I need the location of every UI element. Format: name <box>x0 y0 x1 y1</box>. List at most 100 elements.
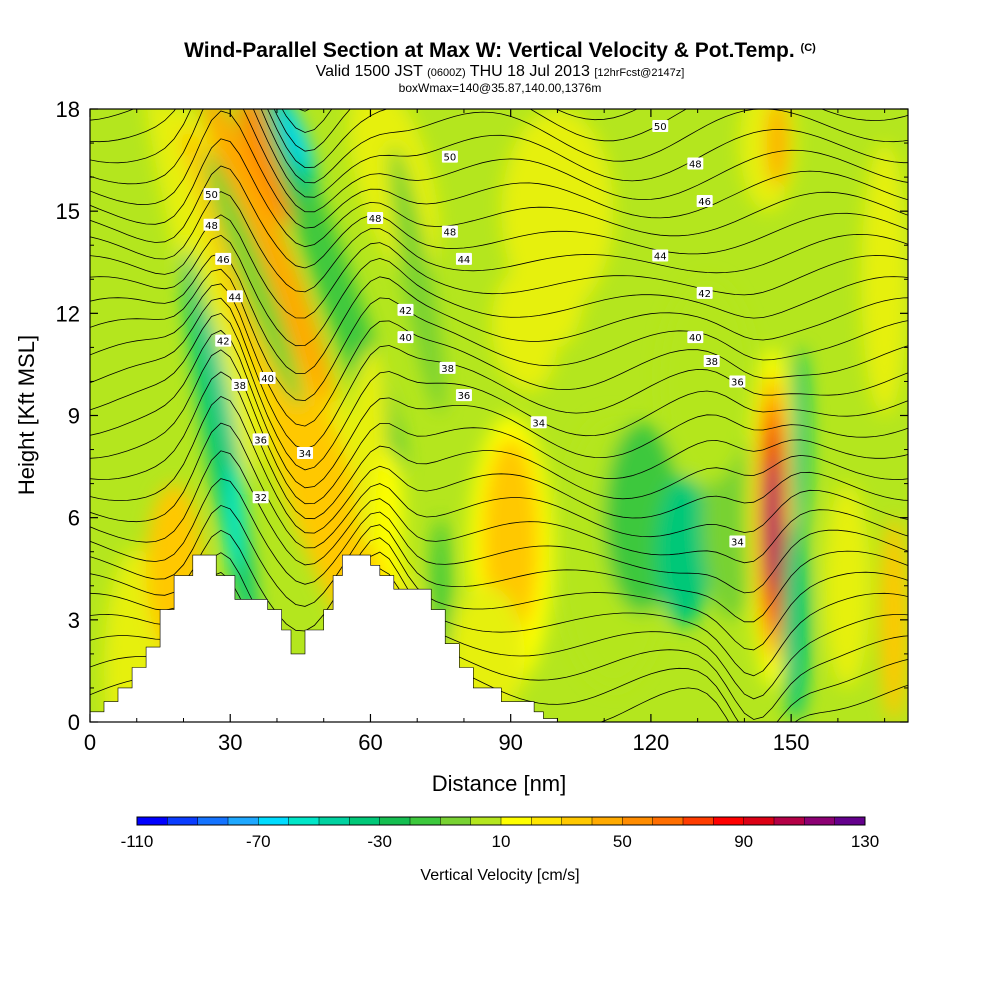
isentrope-line-21 <box>90 191 908 293</box>
isentrope-line-33 <box>90 0 913 61</box>
contour-label-text: 34 <box>731 538 744 549</box>
contour-label-text: 42 <box>217 337 230 348</box>
contour-label-9: 32 <box>252 491 269 504</box>
contour-label-text: 36 <box>458 391 471 402</box>
colorbar-swatch-19 <box>713 817 745 825</box>
isentrope-line-25 <box>90 109 908 213</box>
colorbar-swatch-0 <box>137 817 168 825</box>
contour-label-text: 48 <box>205 221 218 232</box>
isentrope-line-12 <box>90 349 908 505</box>
contour-label-text: 38 <box>705 357 718 368</box>
contour-label-10: 50 <box>441 150 458 164</box>
y-tick-label-2: 6 <box>68 506 80 531</box>
colorbar-swatch-14 <box>561 817 593 825</box>
contour-label-text: 34 <box>299 449 312 460</box>
colorbar-swatch-10 <box>440 817 472 825</box>
contour-label-19: 50 <box>652 120 669 133</box>
velocity-cell-40 <box>823 483 871 688</box>
velocity-cell-8 <box>205 151 303 408</box>
contour-label-25: 38 <box>703 355 720 368</box>
isentrope-line-10 <box>90 396 908 534</box>
contour-label-text: 34 <box>532 418 545 429</box>
contour-label-text: 50 <box>205 190 218 201</box>
colorbar-swatch-9 <box>410 817 441 825</box>
colorbar-swatch-1 <box>167 817 199 825</box>
isentrope-line-8 <box>90 450 908 566</box>
colorbar-swatch-4 <box>258 817 290 825</box>
isentrope-line-22 <box>90 165 908 269</box>
contour-label-text: 46 <box>698 197 711 208</box>
y-tick-label-0: 0 <box>68 710 80 735</box>
velocity-cell-37 <box>766 459 779 590</box>
contour-label-3: 44 <box>226 290 243 303</box>
isentrope-line-31 <box>297 109 311 112</box>
colorbar-swatch-16 <box>622 817 654 825</box>
x-tick-label-2: 60 <box>358 730 382 755</box>
colorbar-swatch-21 <box>774 817 805 825</box>
isentrope-line-14 <box>90 312 908 471</box>
isentrope-line-24 <box>90 110 908 229</box>
contour-label-13: 44 <box>455 252 472 266</box>
isentrope-line-9 <box>90 422 908 549</box>
contour-label-text: 44 <box>654 251 667 262</box>
colorbar-swatch-12 <box>501 817 532 825</box>
contour-label-7: 36 <box>252 433 269 446</box>
contour-label-text: 48 <box>444 228 457 239</box>
isentrope-line-32 <box>90 0 913 87</box>
colorbar-label-2: -30 <box>367 832 392 851</box>
contour-label-text: 38 <box>233 381 246 392</box>
x-tick-label-3: 90 <box>498 730 522 755</box>
velocity-cell-39 <box>781 517 810 722</box>
contour-label-5: 40 <box>259 372 276 385</box>
contour-label-text: 50 <box>444 153 457 164</box>
y-tick-label-6: 18 <box>56 97 80 122</box>
contour-label-21: 46 <box>696 194 713 208</box>
velocity-cell-42 <box>861 143 908 416</box>
contour-label-14: 42 <box>397 303 414 317</box>
contour-label-text: 50 <box>654 122 667 133</box>
contour-label-4: 42 <box>215 334 232 348</box>
subtitle-forecast: [12hrFcst@2147z] <box>594 67 685 79</box>
contour-label-16: 38 <box>439 361 456 375</box>
x-tick-label-4: 120 <box>633 730 670 755</box>
contour-label-text: 32 <box>254 493 267 504</box>
colorbar-swatch-22 <box>804 817 836 825</box>
contour-label-text: 42 <box>399 306 412 317</box>
contour-label-8: 34 <box>297 446 314 460</box>
colorbar-swatch-8 <box>379 817 411 825</box>
velocity-cell-4 <box>201 109 334 404</box>
velocity-cell-25 <box>529 211 586 348</box>
y-axis-title: Height [Kft MSL] <box>14 335 39 495</box>
colorbar-swatch-23 <box>834 817 866 825</box>
colorbar-label-0: -110 <box>121 832 154 851</box>
colorbar-swatch-13 <box>531 817 563 825</box>
contour-label-27: 34 <box>729 535 746 549</box>
contour-label-text: 48 <box>369 214 382 225</box>
colorbar-swatch-20 <box>743 817 775 825</box>
colorbar-swatch-15 <box>592 817 623 825</box>
subtitle-utc: (0600Z) <box>427 67 466 79</box>
contour-label-0: 50 <box>203 188 220 201</box>
chart-title: Wind-Parallel Section at Max W: Vertical… <box>0 36 1000 63</box>
contour-label-text: 40 <box>399 333 412 344</box>
velocity-cell-16 <box>389 145 445 414</box>
isentrope-line-4 <box>90 551 908 677</box>
velocity-cell-12 <box>225 463 245 573</box>
velocity-cell-41 <box>879 517 908 722</box>
y-tick-label-5: 15 <box>56 199 80 224</box>
isentrope-line-26 <box>90 109 908 198</box>
contour-label-text: 36 <box>731 377 744 388</box>
contour-label-23: 42 <box>696 286 713 300</box>
isentrope-line-27 <box>90 109 908 184</box>
velocity-cell-18 <box>375 449 404 586</box>
colorbar-label-3: 10 <box>492 832 511 851</box>
terrain <box>90 554 558 722</box>
colorbar-swatch-2 <box>197 817 229 825</box>
contour-label-text: 40 <box>261 374 274 385</box>
isentrope-line-20 <box>90 214 908 319</box>
contour-label-2: 46 <box>215 252 232 266</box>
velocity-cell-28 <box>655 476 712 627</box>
y-tick-label-3: 9 <box>68 404 80 429</box>
contour-label-11: 48 <box>367 211 384 225</box>
colorbar-swatch-5 <box>288 817 320 825</box>
